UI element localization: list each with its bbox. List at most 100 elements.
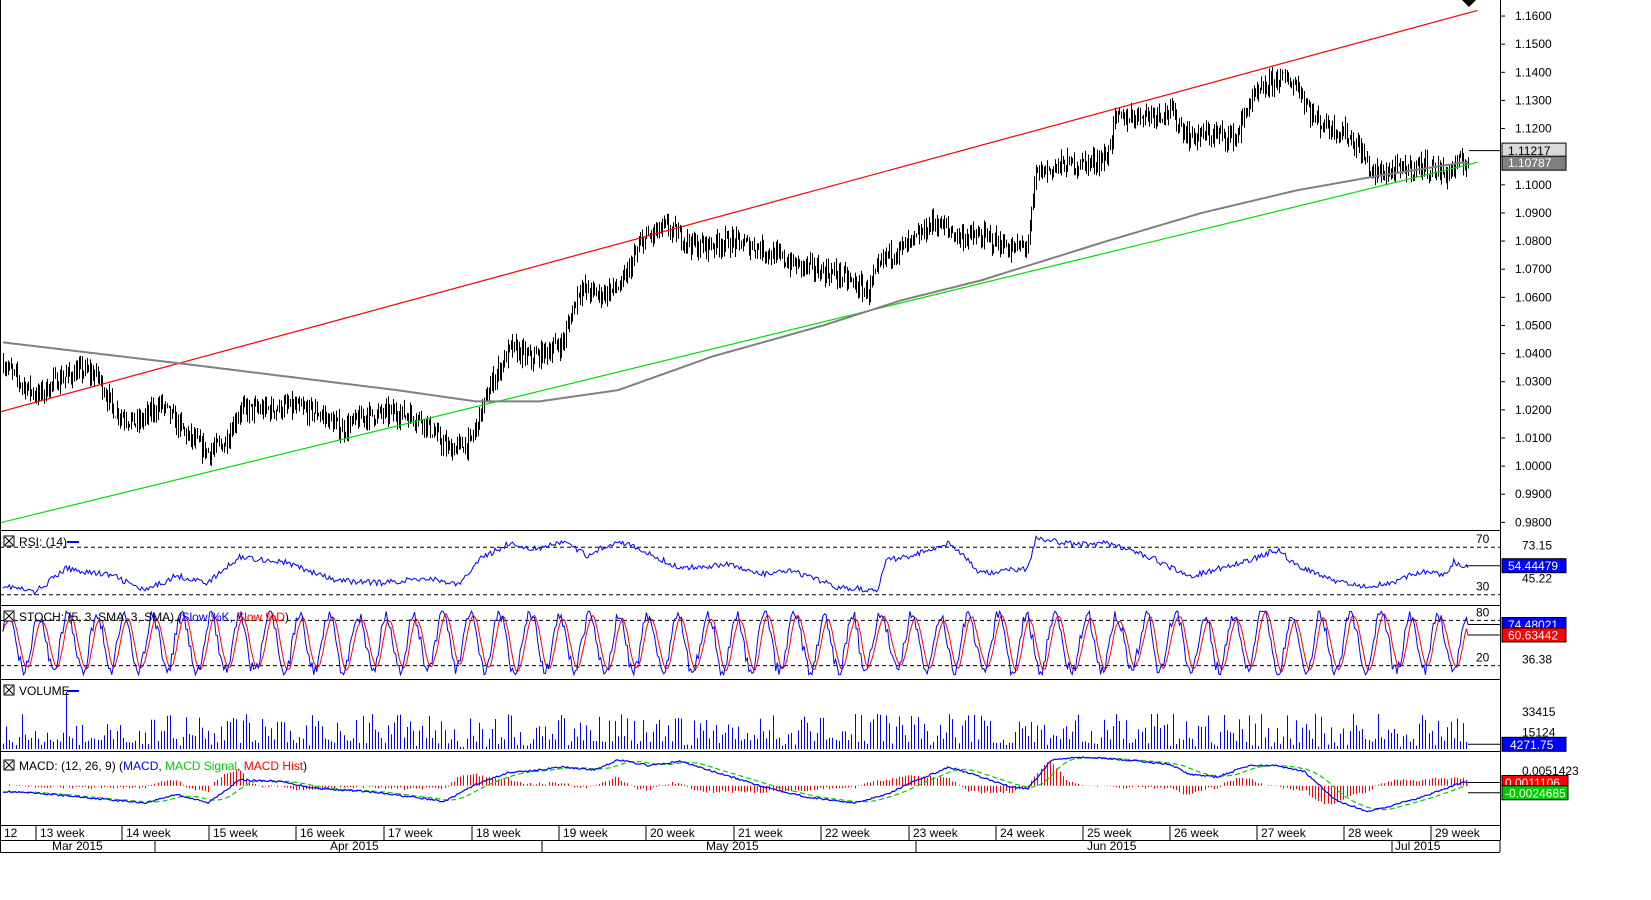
stoch-legend-k: Slow %K — [182, 610, 230, 624]
trendline — [0, 9, 1478, 413]
macd-legend-signal: MACD Signal — [165, 759, 237, 773]
volume-close-icon-glyph — [4, 685, 14, 695]
price-tick-label: 1.0100 — [1515, 431, 1552, 445]
stoch-level-label: 80 — [1476, 605, 1490, 619]
volume-tick-label: 15124 — [1522, 725, 1556, 739]
week-label: 18 week — [476, 826, 522, 840]
volume-value: 4271.75 — [1510, 738, 1554, 752]
price-tick-label: 0.9800 — [1515, 515, 1552, 529]
chart-frame — [0, 0, 1501, 853]
macd-title-text: MACD: (12, 26, 9) — [19, 759, 116, 773]
macd-title: MACD: (12, 26, 9) (MACD, MACD Signal, MA… — [19, 759, 307, 773]
stoch-legend-open: ( — [174, 610, 181, 624]
week-label: 12 — [4, 826, 18, 840]
rsi-line — [2, 534, 1469, 596]
stoch-d-value: 60.63442 — [1508, 628, 1558, 642]
rsi-value: 54.44479 — [1508, 559, 1558, 573]
week-label: 13 week — [40, 826, 86, 840]
price-tick-label: 1.1300 — [1515, 93, 1552, 107]
macd-legend-close: ) — [303, 759, 307, 773]
last-close-value: 1.11217 — [1508, 144, 1551, 158]
month-label: May 2015 — [706, 839, 759, 853]
price-tick-label: 1.1500 — [1515, 37, 1552, 51]
stoch-title-text: STOCH: (5, 3, SMA, 3, SMA) — [19, 610, 174, 624]
price-tick-label: 1.0500 — [1515, 318, 1552, 332]
rsi-tick-label: 73.15 — [1522, 539, 1552, 553]
price-pane: 1.16001.15001.14001.13001.12001.11001.10… — [0, 9, 1567, 529]
rsi-close-icon-glyph — [4, 536, 14, 546]
volume-title: VOLUME — [19, 684, 70, 698]
stoch-slow-k-line — [2, 609, 1469, 677]
stoch-d-badge — [1501, 627, 1567, 643]
week-label: 28 week — [1348, 826, 1394, 840]
week-label: 19 week — [563, 826, 609, 840]
stoch-title: STOCH: (5, 3, SMA, 3, SMA) (Slow %K, Slo… — [19, 610, 289, 624]
price-tick-label: 1.0600 — [1515, 290, 1552, 304]
rsi-level-label: 30 — [1476, 580, 1490, 594]
macd-signal-badge — [1501, 785, 1569, 801]
macd-signal-value: -0.0024685 — [1505, 786, 1566, 800]
stoch-legend-d: Slow %D — [236, 610, 285, 624]
week-label: 26 week — [1174, 826, 1220, 840]
scroll-marker-icon — [1462, 0, 1476, 7]
week-label: 20 week — [650, 826, 696, 840]
stoch-legend-sep: , — [230, 610, 237, 624]
rsi-value-badge — [1501, 558, 1567, 574]
stoch-slow-d-line — [2, 610, 1469, 673]
price-tick-label: 1.0800 — [1515, 234, 1552, 248]
month-label: Jul 2015 — [1395, 839, 1441, 853]
month-label: Jun 2015 — [1087, 839, 1137, 853]
rsi-title: RSI: (14) — [19, 535, 67, 549]
moving-average-line — [2, 161, 1468, 403]
week-label: 27 week — [1261, 826, 1307, 840]
stoch-close-icon-glyph — [4, 611, 14, 621]
macd-tick-label: 0.0051423 — [1522, 764, 1579, 778]
macd-signal-line — [2, 757, 1469, 811]
month-label: Apr 2015 — [330, 839, 379, 853]
week-label: 22 week — [825, 826, 871, 840]
macd-legend-hist: MACD Hist — [244, 759, 304, 773]
price-tick-label: 1.0700 — [1515, 262, 1552, 276]
week-label: 16 week — [300, 826, 346, 840]
rsi-tick-label: 45.22 — [1522, 572, 1552, 586]
price-tick-label: 1.1200 — [1515, 122, 1552, 136]
volume-tick-label: 33415 — [1522, 705, 1556, 719]
week-label: 17 week — [388, 826, 434, 840]
week-label: 14 week — [126, 826, 172, 840]
macd-legend-sep: , — [237, 759, 244, 773]
stoch-level-label: 20 — [1476, 651, 1490, 665]
week-label: 25 week — [1087, 826, 1133, 840]
price-tick-label: 0.9900 — [1515, 487, 1552, 501]
stoch-tick-label: 36.38 — [1522, 652, 1552, 666]
price-tick-label: 1.1000 — [1515, 178, 1552, 192]
week-label: 23 week — [913, 826, 959, 840]
rsi-level-label: 70 — [1476, 532, 1490, 546]
moving-average-badge — [1501, 155, 1567, 171]
price-tick-label: 1.0000 — [1515, 459, 1552, 473]
macd-legend-sep: , — [158, 759, 165, 773]
month-label: Mar 2015 — [52, 839, 103, 853]
volume-bars — [3, 691, 1467, 749]
x-axis: 12 13 week 14 week 15 week 16 week 17 week 18 … — [4, 826, 1501, 853]
volume-value-badge — [1501, 736, 1567, 752]
moving-average-value: 1.10787 — [1508, 156, 1552, 170]
macd-line — [2, 755, 1469, 813]
macd-legend-open: ( — [116, 759, 123, 773]
price-tick-label: 1.0300 — [1515, 375, 1552, 389]
week-label: 29 week — [1435, 826, 1481, 840]
price-tick-label: 1.1600 — [1515, 9, 1552, 23]
macd-close-icon-glyph — [4, 760, 14, 770]
price-tick-label: 1.1400 — [1515, 65, 1552, 79]
price-bars — [3, 66, 1469, 467]
price-tick-label: 1.0200 — [1515, 403, 1552, 417]
stoch-legend-close: ) — [285, 610, 289, 624]
week-label: 21 week — [738, 826, 784, 840]
price-tick-label: 1.0400 — [1515, 347, 1552, 361]
macd-legend-macd: MACD — [123, 759, 159, 773]
price-tick-label: 1.0900 — [1515, 206, 1552, 220]
